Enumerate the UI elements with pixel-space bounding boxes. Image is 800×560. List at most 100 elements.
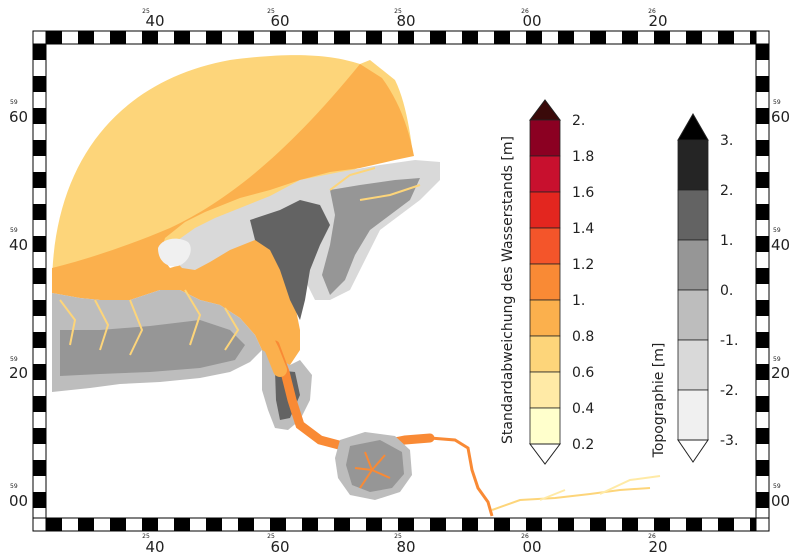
tidal-channel-fringes bbox=[59, 167, 421, 356]
frame-check-right bbox=[756, 428, 769, 444]
legend-topo-tick: 2. bbox=[720, 183, 733, 199]
map-content bbox=[52, 55, 661, 517]
axis-bottom-minor-1: 25 bbox=[142, 533, 150, 540]
legend-topo-swatch bbox=[677, 389, 709, 441]
axis-bottom-major-4: 00 bbox=[522, 538, 541, 556]
legend-std-dev: Standardabweichung des Wasserstands [m] … bbox=[500, 99, 594, 465]
legend-std-title: Standardabweichung des Wasserstands [m] bbox=[500, 136, 516, 444]
axis-right-major-4: 00 bbox=[771, 492, 790, 510]
frame-check-right bbox=[756, 140, 769, 156]
coastal-land-medium bbox=[322, 178, 420, 295]
legend-topo-swatch bbox=[677, 189, 709, 241]
axis-left-major-1: 60 bbox=[9, 108, 28, 126]
frame-check-top bbox=[110, 31, 126, 44]
axis-bottom-labels: 25 40 25 60 25 80 26 00 26 20 bbox=[142, 533, 667, 556]
legend-topo-tick: -2. bbox=[720, 383, 738, 399]
frame-check-top bbox=[78, 31, 94, 44]
legend-std-swatch bbox=[529, 407, 561, 445]
axis-right-major-3: 20 bbox=[771, 364, 790, 382]
frame-check-left bbox=[33, 44, 46, 60]
legend-std-swatch bbox=[529, 155, 561, 193]
frame-check-right bbox=[756, 332, 769, 348]
frame-check-left bbox=[33, 204, 46, 220]
axis-right-major-2: 40 bbox=[771, 236, 790, 254]
frame-check-bottom bbox=[78, 518, 94, 531]
legend-topo-swatch bbox=[677, 239, 709, 291]
frame-check-right bbox=[756, 108, 769, 124]
axis-left-minor-3: 59 bbox=[10, 356, 18, 363]
frame-check-left bbox=[33, 396, 46, 412]
frame-check-right bbox=[756, 364, 769, 380]
frame-check-bottom bbox=[526, 518, 542, 531]
legend-std-tick: 1.4 bbox=[572, 221, 594, 237]
frame-check-left bbox=[33, 492, 46, 508]
inland-basin-channels bbox=[354, 451, 391, 489]
frame-check-bottom bbox=[206, 518, 222, 531]
legend-std-swatch bbox=[529, 227, 561, 265]
legend-topo-tick: -1. bbox=[720, 333, 738, 349]
frame-check-top bbox=[654, 31, 670, 44]
frame-check-bottom bbox=[558, 518, 574, 531]
frame-check-bottom bbox=[334, 518, 350, 531]
frame-check-bottom bbox=[110, 518, 126, 531]
frame-check-right bbox=[756, 492, 769, 508]
frame-check-left bbox=[33, 108, 46, 124]
legend-std-tick: 0.2 bbox=[572, 437, 594, 453]
legend-std-tick: 0.8 bbox=[572, 329, 594, 345]
axis-left-labels: 59 60 59 40 59 20 59 00 bbox=[9, 99, 28, 510]
frame-check-right bbox=[756, 236, 769, 252]
axis-bottom-minor-2: 25 bbox=[267, 533, 275, 540]
frame-check-top bbox=[142, 31, 158, 44]
frame-check-top bbox=[430, 31, 446, 44]
frame-check-top bbox=[462, 31, 478, 44]
frame-check-left bbox=[33, 364, 46, 380]
axis-left-major-3: 20 bbox=[9, 364, 28, 382]
frame-check-bottom bbox=[654, 518, 670, 531]
map-frame-border bbox=[32, 30, 770, 532]
axis-top-minor-3: 25 bbox=[394, 8, 402, 15]
axis-bottom-minor-4: 26 bbox=[521, 533, 529, 540]
axis-left-minor-4: 59 bbox=[10, 483, 18, 490]
frame-check-bottom bbox=[750, 518, 756, 531]
frame-check-right bbox=[756, 268, 769, 284]
legend-std-tick: 1.8 bbox=[572, 149, 594, 165]
legend-std-tick: 0.6 bbox=[572, 365, 594, 381]
legend-std-tick: 2. bbox=[572, 113, 585, 129]
legend-topo-tick: 1. bbox=[720, 233, 733, 249]
legend-topo-swatch bbox=[677, 139, 709, 191]
river-upstream bbox=[429, 436, 494, 517]
frame-check-top bbox=[686, 31, 702, 44]
legend-std-tick: 1. bbox=[572, 293, 585, 309]
legend-std-swatch bbox=[529, 191, 561, 229]
frame-check-top bbox=[622, 31, 638, 44]
axis-left-major-2: 40 bbox=[9, 236, 28, 254]
frame-check-bottom bbox=[494, 518, 510, 531]
frame-check-left bbox=[33, 236, 46, 252]
frame-check-right bbox=[756, 460, 769, 476]
frame-check-left bbox=[33, 460, 46, 476]
legend-std-tick: 1.6 bbox=[572, 185, 594, 201]
frame-check-top bbox=[174, 31, 190, 44]
axis-bottom-major-5: 20 bbox=[648, 538, 667, 556]
legend-topo-title: Topographie [m] bbox=[651, 343, 667, 459]
frame-check-bottom bbox=[366, 518, 382, 531]
frame-check-bottom bbox=[174, 518, 190, 531]
frame-check-bottom bbox=[270, 518, 286, 531]
frame-check-bottom bbox=[462, 518, 478, 531]
frame-check-right bbox=[756, 172, 769, 188]
frame-check-top bbox=[718, 31, 734, 44]
frame-check-top bbox=[750, 31, 756, 44]
legend-topo-tick: 0. bbox=[720, 283, 733, 299]
coastal-land-dark bbox=[250, 200, 330, 320]
axis-left-major-4: 00 bbox=[9, 492, 28, 510]
axis-bottom-minor-5: 26 bbox=[648, 533, 656, 540]
frame-check-top bbox=[334, 31, 350, 44]
frame-check-bottom bbox=[622, 518, 638, 531]
legend-topo-tick: -3. bbox=[720, 433, 738, 449]
frame-check-bottom bbox=[590, 518, 606, 531]
legend-topo-tick: 3. bbox=[720, 133, 733, 149]
frame-check-right bbox=[756, 76, 769, 92]
island-light bbox=[158, 238, 191, 267]
river-upstream-faint bbox=[539, 475, 661, 501]
frame-check-left bbox=[33, 332, 46, 348]
